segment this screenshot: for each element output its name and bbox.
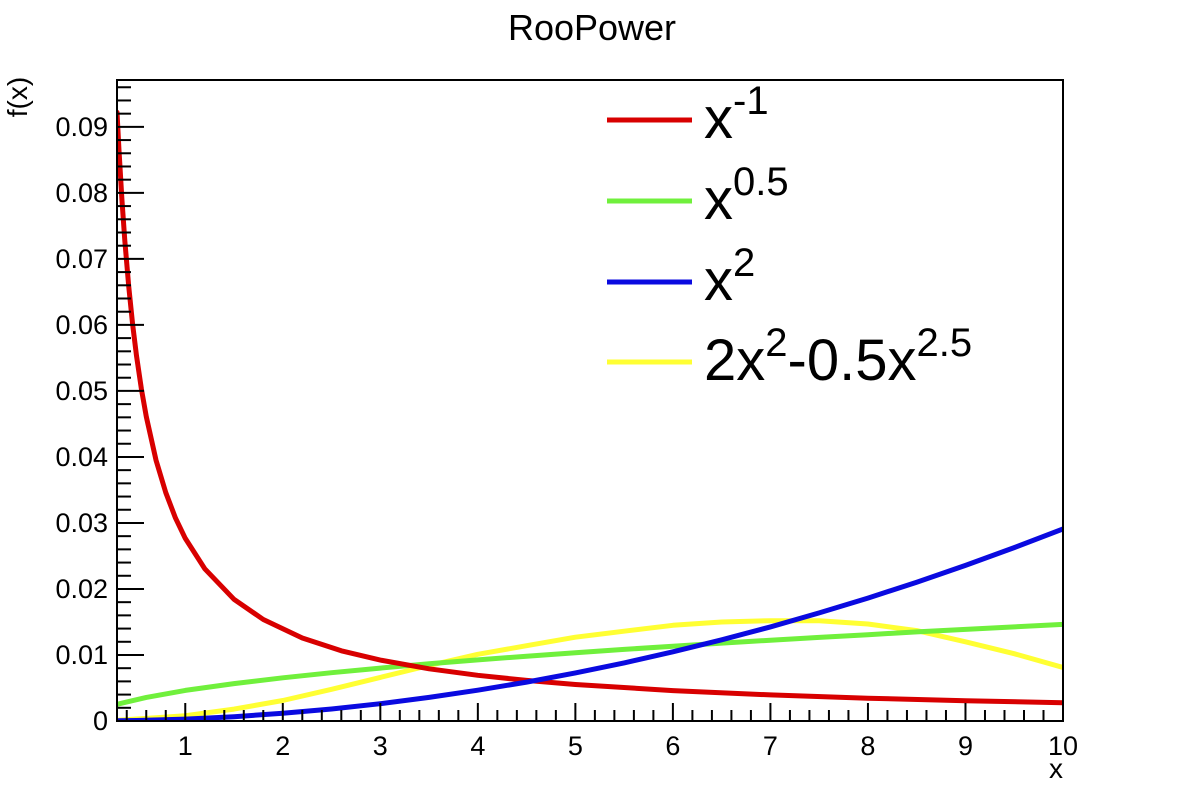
x-axis-title: x xyxy=(1049,753,1063,784)
y-tick-label-0.04: 0.04 xyxy=(55,442,108,472)
y-tick-label-0.05: 0.05 xyxy=(55,376,108,406)
legend-label-x^0.5: x0.5 xyxy=(704,160,789,232)
x-tick-label-9: 9 xyxy=(958,731,973,761)
x-tick-label-1: 1 xyxy=(178,731,193,761)
x-tick-labels: 1 2 3 4 5 6 7 8 9 10 xyxy=(178,731,1078,761)
legend-entry-x^2: x2 xyxy=(607,241,755,313)
y-tick-label-0.01: 0.01 xyxy=(55,640,108,670)
curve-x^-1 xyxy=(117,109,1063,706)
legend-entry-2x^2-0.5x^2.5: 2x2-0.5x2.5 xyxy=(607,321,972,393)
curve-x^2 xyxy=(117,526,1063,721)
y-axis-title: f(x) xyxy=(2,77,33,117)
y-tick-label-0.06: 0.06 xyxy=(55,310,108,340)
x-tick-label-3: 3 xyxy=(373,731,388,761)
x-tick-label-10: 10 xyxy=(1048,731,1078,761)
y-tick-label-0.07: 0.07 xyxy=(55,244,108,274)
curve-2x^2-0.5x^2.5 xyxy=(117,618,1063,721)
plot-frame xyxy=(116,79,1064,722)
legend-entry-x^-1: x-1 xyxy=(607,79,769,151)
legend-entry-x^0.5: x0.5 xyxy=(607,160,789,232)
curve-x^0.5 xyxy=(117,621,1063,707)
x-tick-label-5: 5 xyxy=(568,731,583,761)
frame-border xyxy=(116,79,1064,722)
x-tick-label-4: 4 xyxy=(470,731,485,761)
y-tick-label-0.08: 0.08 xyxy=(55,178,108,208)
x-ticks xyxy=(125,703,1064,720)
y-ticks xyxy=(118,86,144,709)
legend-label-2x^2-0.5x^2.5: 2x2-0.5x2.5 xyxy=(704,321,972,393)
y-tick-label-0: 0 xyxy=(93,706,108,736)
y-tick-label-0.09: 0.09 xyxy=(55,112,108,142)
x-tick-label-2: 2 xyxy=(275,731,290,761)
x-tick-label-7: 7 xyxy=(763,731,778,761)
y-tick-labels: 0 0.01 0.02 0.03 0.04 0.05 0.06 0.07 0.08 0.09 xyxy=(55,112,108,736)
y-tick-label-0.03: 0.03 xyxy=(55,508,108,538)
chart-title: RooPower xyxy=(508,7,676,48)
plot-area: 1 2 3 4 5 6 7 8 9 10 0 0.01 0.02 0.03 0.04 0.05 0.06 0.07… xyxy=(55,79,1078,761)
x-tick-label-6: 6 xyxy=(665,731,680,761)
curves xyxy=(117,109,1063,721)
legend: x-1 x0.5 x2 2x2-0.5x2.5 xyxy=(607,79,972,393)
legend-label-x^2: x2 xyxy=(704,241,755,313)
x-tick-label-8: 8 xyxy=(860,731,875,761)
y-tick-label-0.02: 0.02 xyxy=(55,574,108,604)
legend-label-x^-1: x-1 xyxy=(704,79,769,151)
